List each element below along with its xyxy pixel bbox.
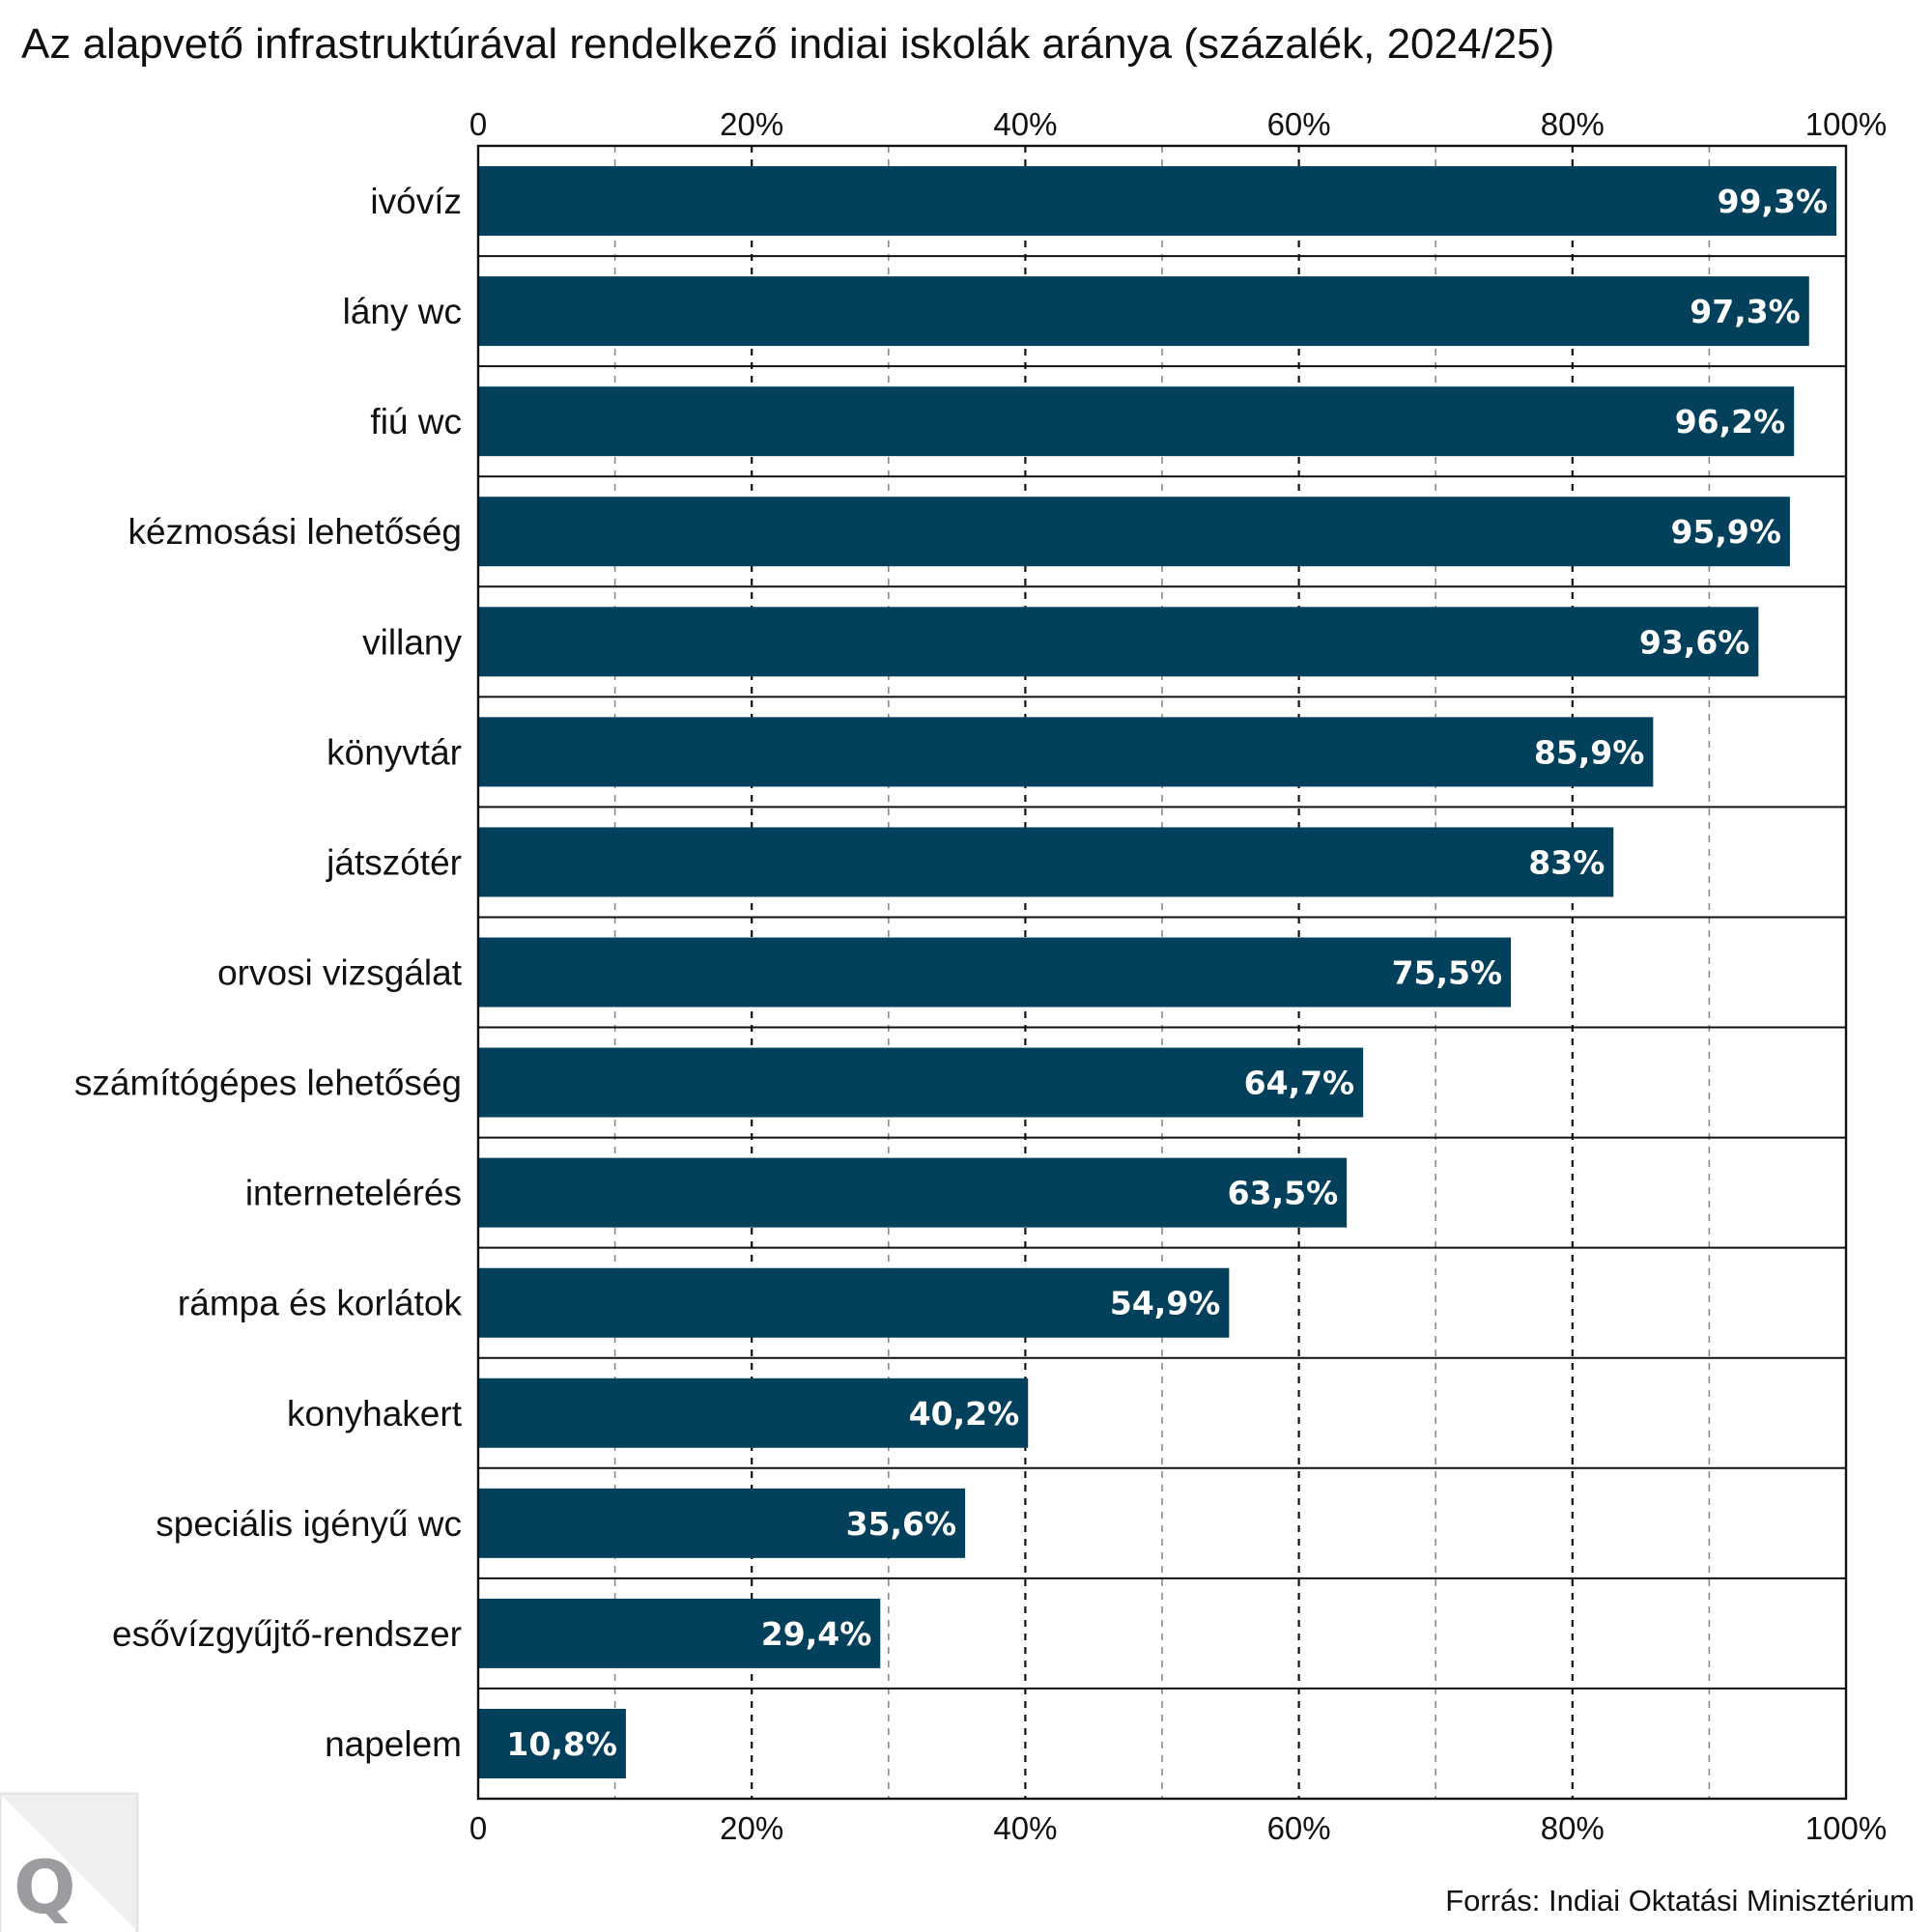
category-label-5: könyvtár — [327, 732, 462, 772]
value-label-5: 85,9% — [1534, 733, 1645, 771]
logo-triangle — [2, 1796, 136, 1930]
value-label-1: 97,3% — [1690, 293, 1801, 330]
value-label-7: 75,5% — [1392, 954, 1503, 992]
category-label-2: fiú wc — [370, 402, 462, 441]
bar-13 — [478, 1598, 881, 1668]
category-label-0: ivóvíz — [370, 182, 462, 221]
bar-5 — [478, 717, 1654, 787]
value-label-12: 35,6% — [846, 1505, 957, 1543]
category-labels: ivóvíz lány wc fiú wc kézmosási lehetőség vi… — [74, 182, 463, 1764]
value-label-10: 54,9% — [1110, 1285, 1221, 1322]
bar-0 — [478, 166, 1837, 237]
bottom-tick-label-1: 20% — [720, 1810, 783, 1846]
plot-border — [476, 144, 1848, 1801]
bottom-axis-tick-labels: 0 20% 40% 60% 80% 100% — [469, 1810, 1887, 1846]
category-label-3: kézmosási lehetőség — [128, 512, 462, 552]
publisher-logo: Q — [0, 1792, 139, 1932]
top-tick-label-0: 0 — [469, 106, 487, 142]
category-label-14: napelem — [325, 1724, 462, 1764]
value-label-11: 40,2% — [909, 1395, 1020, 1433]
chart-title: Az alapvető infrastruktúrával rendelkező… — [21, 20, 1554, 68]
category-label-1: lány wc — [343, 292, 462, 331]
category-label-6: játszótér — [326, 842, 462, 882]
category-label-4: villany — [362, 622, 462, 662]
bar-3 — [478, 497, 1790, 567]
bar-8 — [478, 1047, 1364, 1118]
value-label-3: 95,9% — [1670, 513, 1781, 551]
bar-9 — [478, 1157, 1348, 1228]
category-label-13: esővízgyűjtő-rendszer — [112, 1614, 462, 1654]
category-label-9: internetelérés — [245, 1174, 462, 1213]
value-label-4: 93,6% — [1639, 623, 1750, 661]
bar-6 — [478, 827, 1614, 897]
bar-11 — [478, 1378, 1029, 1448]
value-label-2: 96,2% — [1675, 403, 1786, 440]
bottom-tick-label-3: 60% — [1267, 1810, 1331, 1846]
source-note: Forrás: Indiai Oktatási Minisztérium — [1445, 1884, 1915, 1918]
top-tick-label-1: 20% — [720, 106, 783, 142]
value-label-8: 64,7% — [1244, 1065, 1355, 1102]
value-label-13: 29,4% — [761, 1615, 872, 1653]
value-labels: 99,3% 97,3% 96,2% 95,9% 93,6% 85,9% 83% 75,5% 64… — [506, 183, 1828, 1763]
bar-4 — [478, 607, 1759, 677]
category-label-11: konyhakert — [287, 1394, 463, 1434]
bottom-tick-label-2: 40% — [993, 1810, 1057, 1846]
value-label-0: 99,3% — [1718, 183, 1829, 220]
bar-7 — [478, 937, 1512, 1008]
bar-2 — [478, 386, 1795, 457]
category-label-7: orvosi vizsgálat — [217, 953, 463, 993]
category-label-8: számítógépes lehetőség — [74, 1064, 462, 1103]
bar-1 — [478, 276, 1809, 347]
bar-14 — [478, 1708, 626, 1778]
bottom-tick-label-4: 80% — [1541, 1810, 1605, 1846]
logo-q-icon: Q — [14, 1844, 76, 1930]
category-label-10: rámpa és korlátok — [178, 1284, 463, 1323]
top-tick-label-5: 100% — [1805, 106, 1887, 142]
bottom-tick-label-0: 0 — [469, 1810, 487, 1846]
value-label-6: 83% — [1528, 843, 1605, 881]
category-label-12: speciális igényű wc — [156, 1504, 462, 1544]
bottom-tick-label-5: 100% — [1805, 1810, 1887, 1846]
bar-10 — [478, 1267, 1230, 1338]
bars — [478, 166, 1837, 1778]
top-tick-label-2: 40% — [993, 106, 1057, 142]
row-separators — [478, 255, 1846, 1690]
bar-12 — [478, 1488, 966, 1558]
value-label-9: 63,5% — [1228, 1175, 1339, 1212]
value-label-14: 10,8% — [506, 1725, 617, 1763]
top-tick-label-4: 80% — [1541, 106, 1605, 142]
top-tick-label-3: 60% — [1267, 106, 1331, 142]
top-axis-tick-labels: 0 20% 40% 60% 80% 100% — [469, 106, 1887, 142]
plot-frame — [476, 144, 1848, 1801]
